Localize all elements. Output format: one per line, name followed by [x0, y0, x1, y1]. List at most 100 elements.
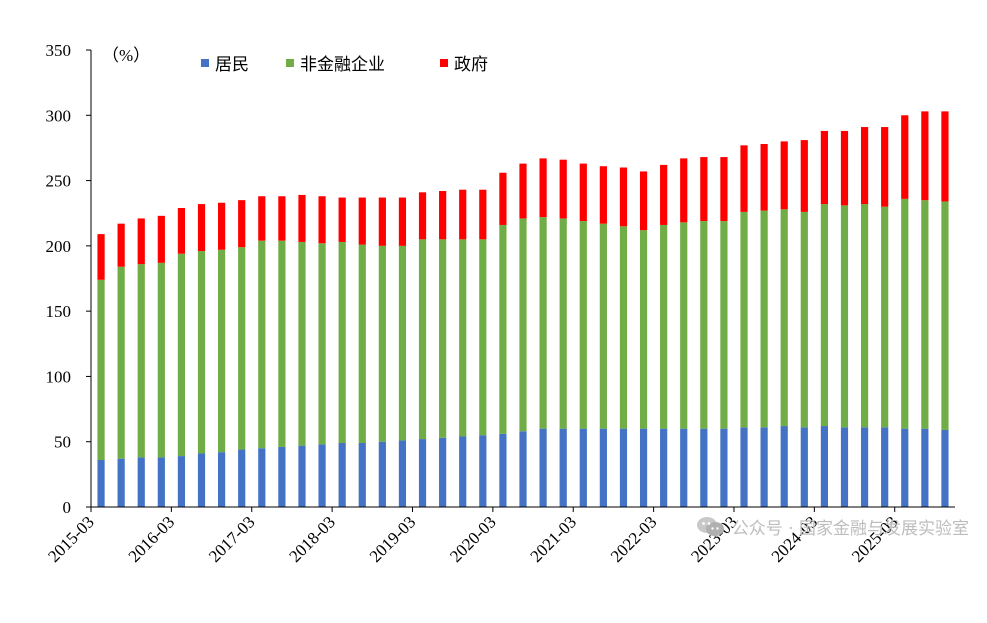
bar-household — [479, 435, 487, 507]
bar-nonfinancial-corp — [619, 226, 628, 429]
legend-swatch — [286, 59, 294, 67]
bar-household — [157, 457, 165, 507]
bar-household — [700, 428, 708, 507]
legend-label: 政府 — [454, 55, 488, 75]
bar-household — [639, 428, 648, 507]
bar-household — [760, 427, 768, 507]
bar-government — [398, 197, 407, 246]
bar-government — [860, 127, 869, 205]
bar-government — [539, 158, 547, 218]
bar-government — [318, 196, 326, 244]
bar-nonfinancial-corp — [398, 245, 407, 441]
bar-nonfinancial-corp — [238, 247, 246, 450]
bar-government — [218, 202, 226, 250]
bar-government — [619, 167, 628, 227]
bar-nonfinancial-corp — [860, 204, 869, 428]
bar-nonfinancial-corp — [559, 218, 567, 429]
bar-government — [358, 197, 366, 245]
bar-nonfinancial-corp — [137, 264, 145, 458]
bar-government — [97, 234, 105, 280]
watermark-text: 公众号 · 国家金融与发展实验室 — [731, 519, 969, 539]
bar-household — [97, 459, 105, 507]
bar-government — [519, 163, 527, 219]
bar-government — [740, 145, 748, 212]
bar-household — [740, 427, 748, 507]
bar-government — [278, 196, 286, 241]
bar-household — [800, 427, 808, 507]
bar-household — [298, 445, 306, 507]
bar-nonfinancial-corp — [338, 241, 346, 444]
bar-nonfinancial-corp — [599, 223, 607, 429]
bar-government — [881, 127, 889, 207]
y-tick-label: 350 — [46, 41, 72, 60]
bar-household — [941, 429, 949, 507]
bar-nonfinancial-corp — [298, 241, 306, 446]
x-tick-label: 2015-03 — [44, 512, 98, 566]
bar-government — [298, 194, 306, 242]
bar-government — [901, 115, 909, 199]
bar-government — [720, 157, 728, 222]
bar-household — [860, 427, 869, 507]
bar-nonfinancial-corp — [740, 211, 748, 428]
bar-nonfinancial-corp — [720, 221, 728, 429]
wechat-icon — [696, 516, 724, 536]
bar-household — [519, 431, 527, 507]
bar-government — [921, 111, 929, 201]
bar-household — [680, 428, 688, 507]
watermark: 公众号 · 国家金融与发展实验室 — [696, 514, 969, 539]
bar-nonfinancial-corp — [680, 222, 688, 429]
x-tick-label: 2017-03 — [205, 512, 259, 566]
bar-nonfinancial-corp — [760, 210, 768, 428]
bar-government — [418, 192, 427, 240]
bar-nonfinancial-corp — [921, 200, 929, 429]
bar-government — [780, 141, 788, 210]
bar-government — [680, 158, 688, 223]
x-tick-label: 2019-03 — [366, 512, 420, 566]
bar-household — [881, 427, 889, 507]
bar-household — [137, 457, 145, 507]
bar-household — [378, 441, 386, 507]
bar-household — [338, 443, 346, 507]
bar-nonfinancial-corp — [820, 204, 828, 427]
bar-government — [840, 130, 849, 206]
x-tick-label: 2018-03 — [285, 512, 339, 566]
bar-government — [117, 223, 125, 267]
bar-nonfinancial-corp — [177, 253, 186, 457]
bar-government — [499, 172, 507, 225]
bar-household — [599, 428, 607, 507]
legend-label: 非金融企业 — [300, 55, 385, 75]
bar-nonfinancial-corp — [901, 198, 909, 429]
unit-label: （%） — [102, 46, 150, 65]
bar-government — [639, 171, 648, 231]
bar-household — [398, 440, 407, 507]
bar-government — [479, 189, 487, 240]
x-tick-label: 2016-03 — [125, 512, 179, 566]
bar-household — [539, 428, 547, 507]
bar-nonfinancial-corp — [800, 211, 808, 428]
legend-label: 居民 — [215, 55, 249, 75]
bar-nonfinancial-corp — [941, 201, 949, 430]
bar-nonfinancial-corp — [117, 266, 125, 459]
bar-nonfinancial-corp — [660, 224, 668, 429]
bar-household — [840, 427, 849, 507]
bar-household — [499, 433, 507, 507]
x-tick-label: 2020-03 — [446, 512, 500, 566]
bar-nonfinancial-corp — [639, 230, 648, 429]
bar-household — [720, 428, 728, 507]
y-tick-label: 50 — [54, 433, 71, 452]
bar-household — [619, 428, 628, 507]
bars — [97, 111, 949, 507]
bar-nonfinancial-corp — [700, 221, 708, 429]
bar-household — [921, 428, 929, 507]
bar-household — [238, 449, 246, 507]
y-tick-label: 300 — [46, 106, 72, 125]
bar-household — [318, 444, 326, 507]
bar-nonfinancial-corp — [780, 209, 788, 427]
bar-household — [418, 439, 427, 507]
y-tick-label: 100 — [46, 367, 72, 386]
bar-nonfinancial-corp — [840, 205, 849, 428]
bar-nonfinancial-corp — [439, 239, 447, 438]
bar-household — [197, 453, 206, 507]
bar-household — [218, 452, 226, 507]
